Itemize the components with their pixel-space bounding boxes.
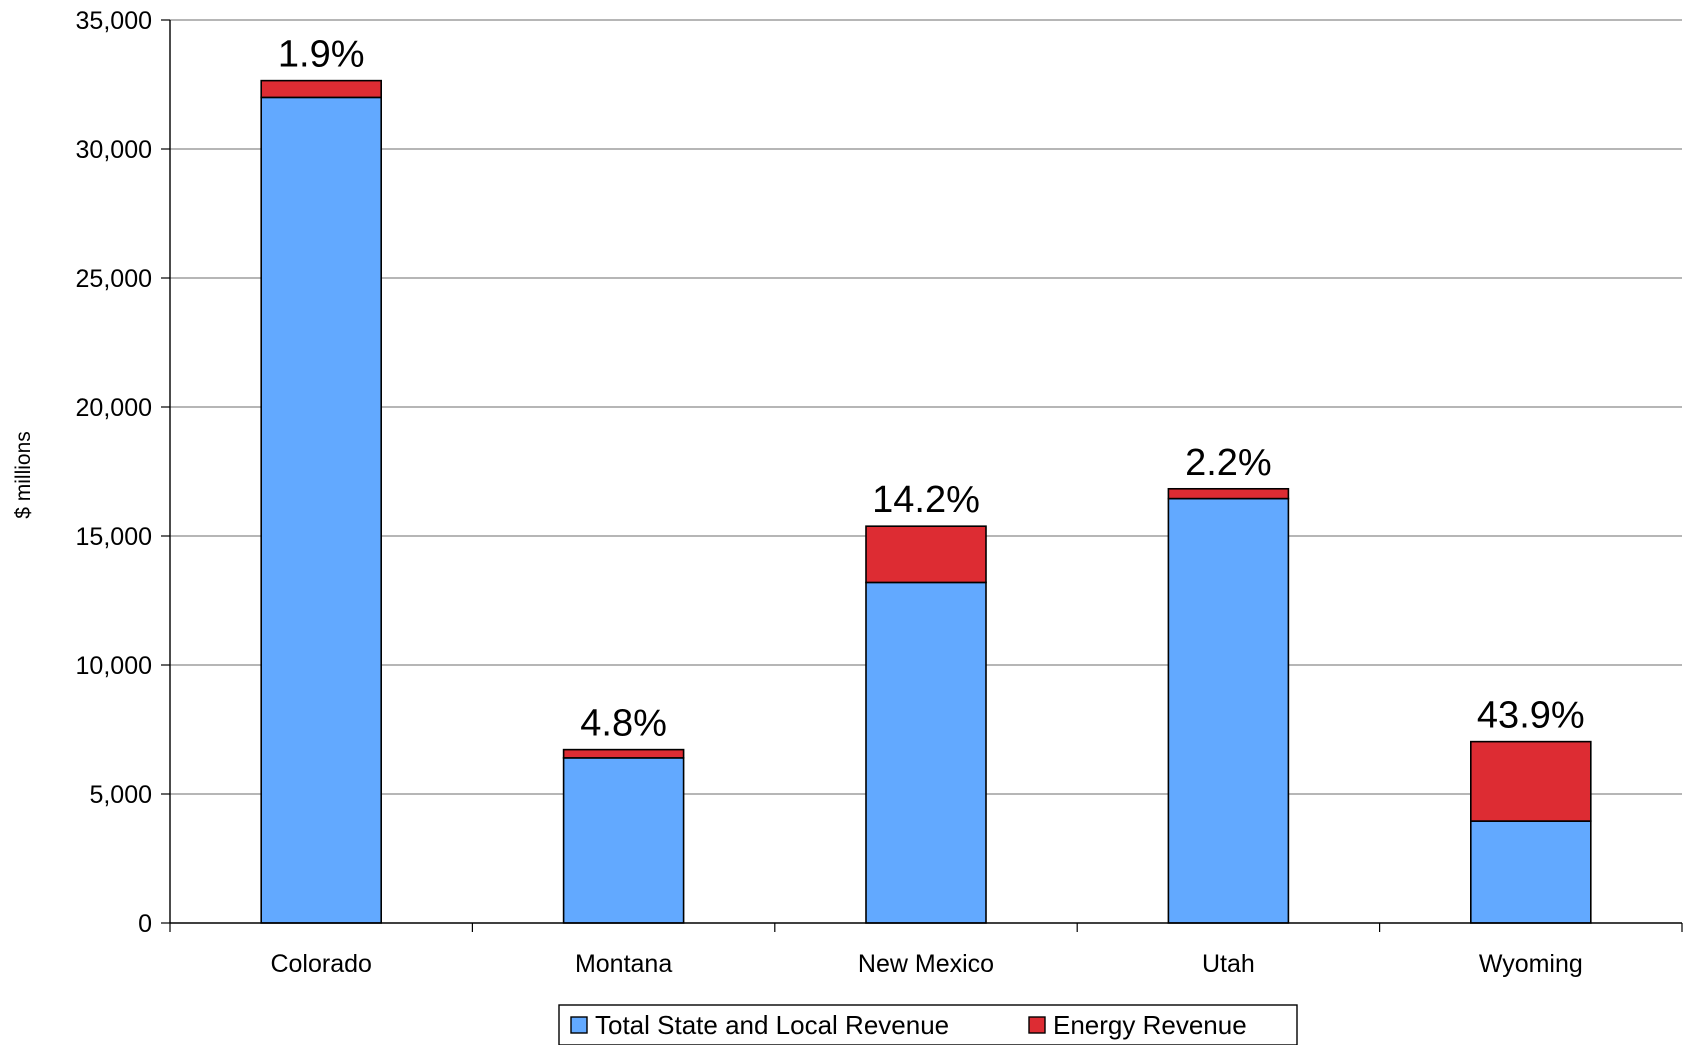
bar-energy-revenue [1470,740,1592,822]
bar-total-revenue [562,757,685,924]
bar-energy-revenue [865,525,987,584]
data-label: 43.9% [1477,695,1585,737]
bar-total-revenue [1470,820,1592,924]
legend-box [558,1004,1298,1045]
y-tick-label: 25,000 [76,265,152,293]
y-tick-label: 20,000 [76,394,152,422]
data-label: 2.2% [1185,442,1272,484]
data-label: 14.2% [872,479,980,521]
x-tick-label: Montana [575,950,672,978]
data-label: 1.9% [278,34,365,76]
legend-swatch [1028,1016,1046,1034]
y-axis-title: $ millions [12,431,35,519]
x-tick-label: Wyoming [1479,950,1583,978]
y-tick-label: 5,000 [89,781,152,809]
bar-total-revenue [865,581,987,924]
bar-energy-revenue [260,79,383,99]
bar-energy-revenue [1167,487,1290,500]
axes [161,19,1683,932]
bar-total-revenue [260,96,383,924]
data-label: 4.8% [580,703,667,745]
labels: 0 5,000 10,000 15,000 20,000 25,000 30,000 35,0… [76,7,1585,978]
bar-total-revenue [1167,497,1290,924]
x-tick-label: Utah [1202,950,1255,978]
legend: Total State and Local Revenue Energy Reve… [558,1004,1298,1045]
y-tick-label: 35,000 [76,7,152,35]
x-tick-label: Colorado [270,950,371,978]
bar-energy-revenue [562,748,685,759]
legend-label: Total State and Local Revenue [595,1010,949,1040]
y-tick-label: 0 [138,910,152,938]
x-tick-label: New Mexico [858,950,994,978]
legend-label: Energy Revenue [1053,1010,1247,1040]
legend-swatch [570,1016,588,1034]
y-tick-label: 10,000 [76,652,152,680]
y-tick-label: 30,000 [76,136,152,164]
y-tick-label: 15,000 [76,523,152,551]
